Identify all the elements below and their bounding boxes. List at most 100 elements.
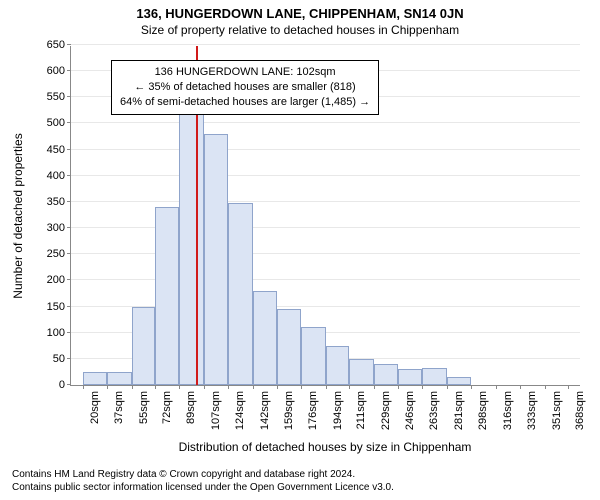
x-tick-mark: [132, 385, 133, 389]
info-box-line: 64% of semi-detached houses are larger (…: [120, 95, 370, 110]
histogram-bar: [83, 372, 107, 385]
histogram-bar: [253, 291, 277, 385]
info-box-line: ← 35% of detached houses are smaller (81…: [120, 80, 370, 95]
y-tick-mark: [67, 96, 71, 97]
x-tick-mark: [374, 385, 375, 389]
y-tick-label: 650: [47, 39, 71, 51]
y-tick-mark: [67, 279, 71, 280]
y-tick-label: 600: [47, 65, 71, 77]
y-tick-mark: [67, 227, 71, 228]
y-axis-label: Number of detached properties: [11, 133, 25, 298]
x-tick-label: 333sqm: [524, 391, 538, 430]
y-tick-label: 450: [47, 144, 71, 156]
x-tick-mark: [520, 385, 521, 389]
x-tick-mark: [447, 385, 448, 389]
histogram-bar: [349, 359, 374, 385]
x-tick-label: 229sqm: [378, 391, 392, 430]
histogram-bar: [447, 377, 471, 385]
x-tick-label: 298sqm: [475, 391, 489, 430]
info-box-line: 136 HUNGERDOWN LANE: 102sqm: [120, 65, 370, 80]
x-tick-label: 89sqm: [183, 391, 197, 424]
histogram-bar: [301, 327, 326, 385]
x-tick-label: 37sqm: [111, 391, 125, 424]
y-tick-mark: [67, 149, 71, 150]
histogram-bar: [277, 309, 301, 385]
info-box: 136 HUNGERDOWN LANE: 102sqm← 35% of deta…: [111, 60, 379, 115]
grid-line: [71, 175, 580, 176]
x-tick-mark: [155, 385, 156, 389]
x-tick-mark: [301, 385, 302, 389]
grid-line: [71, 227, 580, 228]
x-axis-label: Distribution of detached houses by size …: [179, 440, 472, 454]
y-tick-mark: [67, 253, 71, 254]
x-tick-mark: [179, 385, 180, 389]
y-tick-label: 400: [47, 170, 71, 182]
y-tick-mark: [67, 44, 71, 45]
y-tick-mark: [67, 122, 71, 123]
x-tick-label: 368sqm: [572, 391, 586, 430]
grid-line: [71, 44, 580, 45]
y-tick-mark: [67, 70, 71, 71]
x-tick-mark: [471, 385, 472, 389]
histogram-bar: [179, 113, 204, 385]
x-tick-label: 281sqm: [451, 391, 465, 430]
y-tick-mark: [67, 201, 71, 202]
footer-line-2: Contains public sector information licen…: [12, 482, 394, 495]
y-tick-mark: [67, 358, 71, 359]
histogram-bar: [398, 369, 422, 385]
histogram-bar: [132, 307, 156, 385]
x-tick-mark: [228, 385, 229, 389]
y-tick-mark: [67, 306, 71, 307]
grid-line: [71, 149, 580, 150]
y-tick-mark: [67, 332, 71, 333]
x-tick-label: 316sqm: [500, 391, 514, 430]
x-tick-label: 211sqm: [353, 391, 367, 429]
x-tick-label: 263sqm: [426, 391, 440, 430]
y-tick-label: 500: [47, 117, 71, 129]
x-tick-label: 176sqm: [305, 391, 319, 430]
y-tick-label: 100: [47, 327, 71, 339]
x-tick-label: 194sqm: [330, 391, 344, 430]
histogram-bar: [204, 134, 228, 385]
chart-subtitle: Size of property relative to detached ho…: [0, 21, 600, 37]
histogram-plot-area: 0501001502002503003504004505005506006502…: [70, 46, 580, 386]
x-tick-mark: [277, 385, 278, 389]
y-tick-label: 550: [47, 91, 71, 103]
x-tick-label: 351sqm: [549, 391, 563, 430]
y-tick-label: 0: [59, 379, 71, 391]
y-tick-label: 250: [47, 248, 71, 260]
x-tick-mark: [83, 385, 84, 389]
grid-line: [71, 201, 580, 202]
x-tick-label: 246sqm: [402, 391, 416, 430]
footer-line-1: Contains HM Land Registry data © Crown c…: [12, 469, 394, 482]
x-tick-label: 55sqm: [136, 391, 150, 424]
x-tick-label: 107sqm: [208, 391, 222, 430]
grid-line: [71, 279, 580, 280]
chart-title: 136, HUNGERDOWN LANE, CHIPPENHAM, SN14 0…: [0, 0, 600, 21]
histogram-bar: [107, 372, 132, 385]
grid-line: [71, 122, 580, 123]
histogram-bar: [228, 203, 253, 385]
grid-line: [71, 253, 580, 254]
x-tick-mark: [253, 385, 254, 389]
x-tick-mark: [568, 385, 569, 389]
x-tick-mark: [204, 385, 205, 389]
y-tick-label: 350: [47, 196, 71, 208]
x-tick-label: 20sqm: [87, 391, 101, 424]
x-tick-mark: [107, 385, 108, 389]
x-tick-mark: [326, 385, 327, 389]
y-tick-label: 300: [47, 222, 71, 234]
histogram-bar: [155, 207, 179, 385]
histogram-bar: [374, 364, 398, 385]
x-tick-mark: [545, 385, 546, 389]
y-tick-label: 150: [47, 301, 71, 313]
x-tick-label: 124sqm: [232, 391, 246, 430]
y-tick-label: 200: [47, 274, 71, 286]
x-tick-mark: [398, 385, 399, 389]
x-tick-label: 159sqm: [281, 391, 295, 430]
y-tick-label: 50: [53, 353, 71, 365]
y-tick-mark: [67, 384, 71, 385]
attribution-footer: Contains HM Land Registry data © Crown c…: [12, 469, 394, 494]
y-tick-mark: [67, 175, 71, 176]
x-tick-mark: [422, 385, 423, 389]
